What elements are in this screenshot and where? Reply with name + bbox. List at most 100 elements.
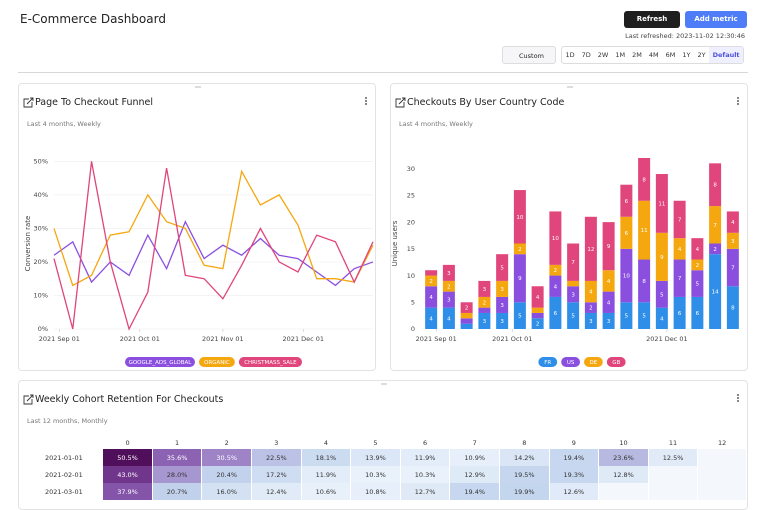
bar-label: 7 <box>678 276 682 282</box>
bar-label: 2 <box>429 279 433 285</box>
retention-cell: 12.5% <box>648 449 699 466</box>
bar-label: 5 <box>625 314 629 320</box>
card-icons <box>395 86 739 108</box>
bar-segment <box>620 216 633 249</box>
bar-segment <box>726 211 739 233</box>
bar-segment <box>726 248 739 287</box>
bar-segment <box>655 174 668 233</box>
retention-cell: 43.0% <box>103 466 153 483</box>
drag-dot <box>569 86 571 88</box>
bar-label: 3 <box>500 303 504 309</box>
retention-cell: 19.5% <box>499 466 550 483</box>
retention-cell: 12.7% <box>400 483 451 500</box>
legend-pill <box>561 357 580 367</box>
range-button[interactable]: 7D <box>581 51 591 59</box>
series-line <box>53 220 374 287</box>
bar-segment <box>638 158 651 201</box>
bar-label: 4 <box>447 316 451 322</box>
retention-cell: 28.0% <box>152 466 203 483</box>
x-tick-label: 2021 Oct 01 <box>492 335 532 343</box>
retention-cell: 20.7% <box>152 483 203 500</box>
bar-label: 4 <box>678 247 682 253</box>
y-axis-label: Unique users <box>391 220 399 266</box>
bar-label: 4 <box>589 290 593 296</box>
bar-segment <box>709 243 722 255</box>
range-button[interactable]: Default <box>709 47 744 63</box>
drag-dot <box>567 86 569 88</box>
range-button[interactable]: 1M <box>615 51 626 59</box>
bar-segment <box>496 296 509 313</box>
bar-segment <box>602 291 615 313</box>
x-tick-label: 2021 Sep 01 <box>416 335 457 343</box>
menu-dot <box>737 394 739 396</box>
range-button[interactable]: 2M <box>632 51 642 59</box>
bar-label: 2 <box>536 322 540 328</box>
column-header: 9 <box>549 437 600 449</box>
bar-label: 5 <box>518 314 522 320</box>
bar-segment <box>425 307 438 329</box>
retention-cell: 10.3% <box>400 466 451 483</box>
card-subtitle: Last 12 months, Monthly <box>27 417 108 425</box>
add-metric-button[interactable]: Add metric <box>685 11 747 28</box>
retention-cell: 11.9% <box>400 449 451 466</box>
legend-pill <box>198 357 235 367</box>
bar-segment <box>478 312 491 329</box>
bar-segment <box>655 232 668 281</box>
bar-label: 2 <box>518 247 522 253</box>
card-title: Page To Checkout Funnel <box>35 97 153 108</box>
column-header: 10 <box>598 437 649 449</box>
range-button[interactable]: 1Y <box>682 51 691 59</box>
menu-dot <box>737 400 739 402</box>
bar-segment <box>620 248 633 303</box>
retention-cell: 19.4% <box>549 449 600 466</box>
bar-segment <box>567 280 580 287</box>
cohort-row: 2021-01-01 50.5% 35.6% 30.5% 22.5% 18.1% 13.9%… <box>27 449 747 466</box>
x-tick-label: 2021 Dec 01 <box>283 335 325 343</box>
y-tick-label: 30% <box>34 225 48 233</box>
bar-label: 3 <box>500 287 504 293</box>
bar-label: 7 <box>678 217 682 223</box>
bar-label: 12 <box>587 247 594 253</box>
legend-label: FR <box>544 360 551 366</box>
range-button[interactable]: 2W <box>597 51 609 59</box>
retention-cell: 12.9% <box>449 466 500 483</box>
legend-pill <box>606 357 626 367</box>
column-header: 2 <box>201 437 253 449</box>
add-metric-label: Add metric <box>694 15 738 23</box>
bar-segment <box>691 296 704 329</box>
bar-segment <box>709 206 722 244</box>
bar-label: 8 <box>731 306 735 312</box>
range-button[interactable]: 4M <box>648 51 659 59</box>
retention-cell: 19.3% <box>549 466 600 483</box>
bar-segment <box>513 190 526 244</box>
retention-cell: 30.5% <box>201 449 253 466</box>
header-row: 0 1 2 3 4 5 6 7 8 9 10 11 12 <box>27 437 747 449</box>
y-axis-label: Conversion rate <box>24 216 32 272</box>
bar-segment <box>425 270 438 276</box>
column-header: 4 <box>301 437 352 449</box>
row-label: 2021-02-01 <box>45 470 83 479</box>
bar-label: 8 <box>642 279 646 285</box>
legend-label: GOOGLE_ADS_GLOBAL <box>129 360 193 366</box>
bar-segment <box>584 280 597 303</box>
bar-label: 4 <box>554 284 558 290</box>
cohort-row: 2021-02-01 43.0% 28.0% 20.4% 17.2% 11.9% 10.3%… <box>27 466 747 483</box>
retention-cell: 10.9% <box>449 449 500 466</box>
range-button[interactable]: 2Y <box>697 51 706 59</box>
y-tick-label: 15 <box>407 245 415 253</box>
bar-segment <box>531 318 544 329</box>
bar-segment <box>584 216 597 281</box>
menu-dot <box>737 100 739 102</box>
range-button[interactable]: 1D <box>565 51 575 59</box>
y-tick-label: 10 <box>407 272 415 280</box>
custom-range[interactable]: Custom <box>502 46 556 64</box>
bar-segment <box>620 184 633 217</box>
refresh-button[interactable]: Refresh <box>624 11 680 28</box>
range-button[interactable]: 6M <box>665 51 676 59</box>
legend-pill <box>538 357 558 367</box>
bar-label: 3 <box>589 319 593 325</box>
bar-label: 10 <box>552 236 559 242</box>
bar-label: 6 <box>678 311 682 317</box>
retention-cell: 18.1% <box>301 449 352 466</box>
